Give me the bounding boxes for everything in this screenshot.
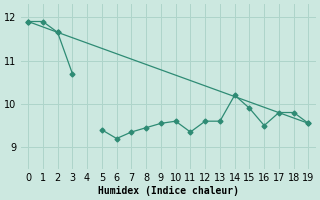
X-axis label: Humidex (Indice chaleur): Humidex (Indice chaleur) [98,186,239,196]
